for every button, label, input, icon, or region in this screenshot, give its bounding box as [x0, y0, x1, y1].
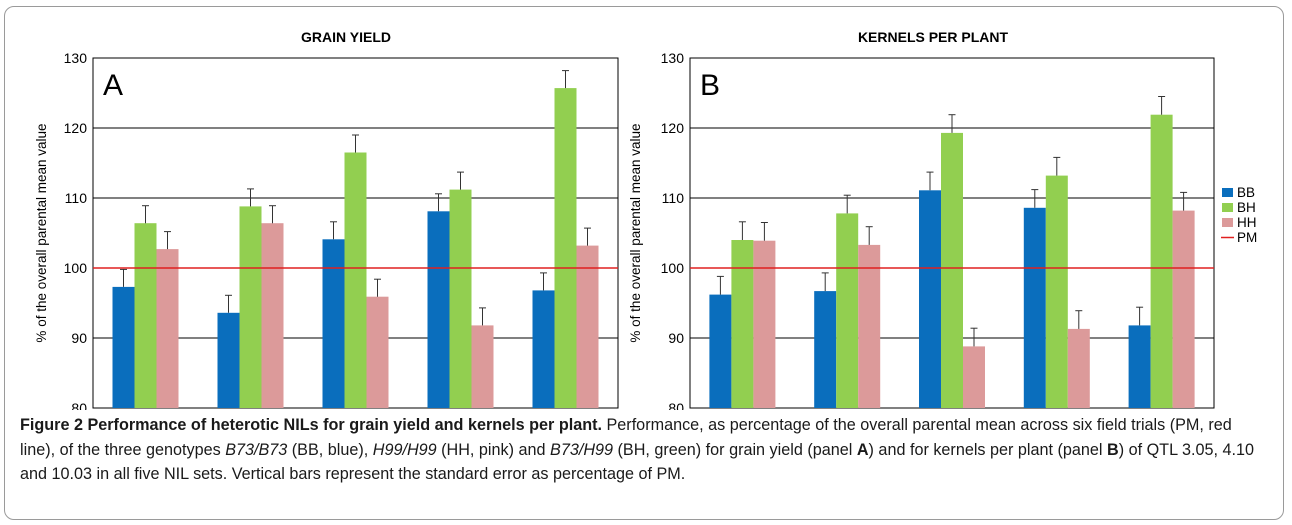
panel-letter: B: [700, 69, 720, 102]
bar-hh-3: [1067, 328, 1090, 408]
bar-hh-3: [471, 325, 494, 408]
bar-bb-2: [322, 239, 345, 408]
y-tick-label: 130: [661, 50, 685, 66]
bar-bb-2: [919, 190, 941, 408]
y-tick-label: 130: [64, 50, 88, 66]
bar-bb-4: [1128, 325, 1151, 408]
caption-genotype-bh: B73/H99: [550, 440, 614, 459]
bar-hh-2: [366, 296, 389, 408]
y-axis-label: % of the overall parental mean value: [34, 123, 49, 342]
bar-hh-4: [576, 245, 599, 408]
legend-label-hh: HH: [1237, 215, 1257, 230]
caption-text-4: (BH, green) for grain yield (panel: [613, 440, 857, 459]
bar-hh-1: [858, 244, 881, 408]
bar-bh-3: [449, 189, 472, 408]
bar-bh-4: [554, 88, 577, 408]
bar-bb-0: [112, 286, 135, 408]
bar-bh-2: [941, 132, 963, 408]
caption-title: Figure 2 Performance of heterotic NILs f…: [20, 416, 602, 434]
legend-swatch-bb: [1222, 188, 1233, 197]
figure-svg: GRAIN YIELD % of the overall parental mea…: [34, 29, 1257, 410]
bar-bh-0: [134, 223, 157, 408]
figure-caption: Figure 2 Performance of heterotic NILs f…: [20, 413, 1270, 487]
bar-hh-4: [1172, 210, 1195, 408]
bar-bb-1: [814, 291, 837, 408]
caption-genotype-bb: B73/B73: [225, 440, 288, 459]
caption-text-1: Performance, as percentage of the overal…: [20, 416, 1232, 459]
bar-hh-2: [963, 346, 985, 408]
y-tick-label: 110: [65, 190, 88, 206]
y-tick-label: 90: [668, 330, 684, 346]
y-tick-label: 90: [71, 330, 87, 346]
legend-label-bb: BB: [1237, 185, 1255, 200]
bar-hh-1: [261, 223, 284, 408]
caption-panel-a: A: [856, 440, 869, 459]
bar-bb-3: [427, 211, 450, 408]
bar-bb-1: [217, 312, 240, 408]
caption-text-2: (BB, blue),: [287, 440, 373, 459]
legend-label-bh: BH: [1237, 200, 1256, 215]
y-tick-label: 110: [662, 190, 685, 206]
panel-a-grain-yield: GRAIN YIELD % of the overall parental mea…: [34, 29, 619, 410]
y-tick-label: 120: [64, 120, 88, 136]
caption-panel-b: B: [1107, 440, 1119, 459]
legend-label-pm: PM: [1237, 230, 1257, 245]
panel-b-kernels-per-plant: KERNELS PER PLANT % of the overall parent…: [628, 29, 1215, 410]
chart-title: GRAIN YIELD: [301, 29, 391, 45]
figure-frame: [4, 6, 1284, 520]
legend-swatch-hh: [1222, 218, 1233, 227]
caption-text-5: ) and for kernels per plant (panel: [868, 440, 1107, 459]
bar-hh-0: [753, 240, 776, 408]
bar-bh-4: [1150, 114, 1173, 408]
bar-bh-1: [836, 213, 859, 408]
y-tick-label: 100: [661, 260, 685, 276]
y-tick-label: 100: [64, 260, 88, 276]
bar-bh-3: [1045, 175, 1068, 408]
y-tick-label: 80: [71, 400, 87, 410]
y-tick-label: 120: [661, 120, 685, 136]
caption-text-3: (HH, pink) and: [436, 440, 551, 459]
panel-letter: A: [103, 69, 123, 102]
bar-bb-0: [709, 294, 732, 408]
y-axis-label: % of the overall parental mean value: [628, 123, 643, 342]
caption-genotype-hh: H99/H99: [372, 440, 437, 459]
chart-title: KERNELS PER PLANT: [858, 29, 1009, 45]
caption-text-6: ) of QTL 3.05, 4.10 and 10.03 in all fiv…: [20, 440, 1254, 484]
y-tick-label: 80: [668, 400, 684, 410]
bar-bb-3: [1023, 207, 1046, 408]
bar-bh-1: [239, 206, 262, 408]
bar-bh-2: [344, 152, 367, 408]
bar-bb-4: [532, 290, 555, 408]
bar-bh-0: [731, 240, 754, 408]
bar-hh-0: [156, 249, 179, 408]
legend-swatch-bh: [1222, 203, 1233, 212]
